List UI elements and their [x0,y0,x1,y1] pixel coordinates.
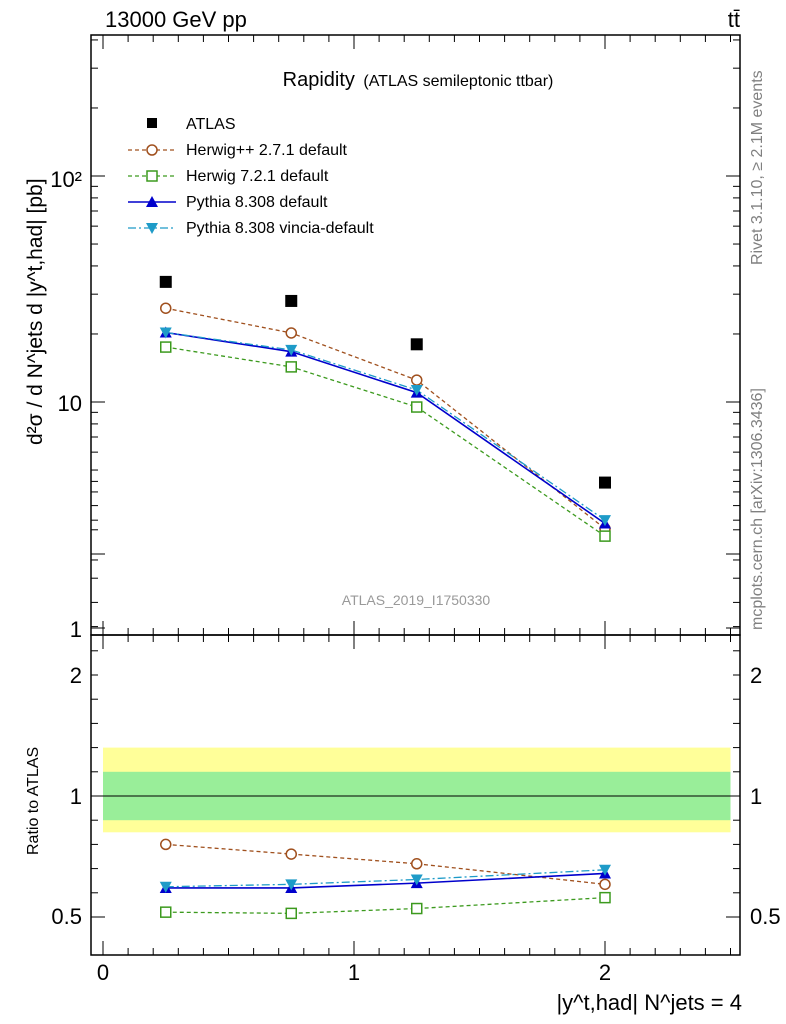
ratio-y-tick-label-1-right: 1 [750,784,762,809]
x-tick-label-0: 0 [97,960,109,985]
ratio-y-tick-label-0-5: 0.5 [51,904,82,929]
legend-marker-herwig7 [146,170,158,182]
chart-subtitle: (ATLAS semileptonic ttbar) [363,73,553,90]
main-y-axis-label: d²σ / d N^jets d |y^t,had| [pb] [24,178,47,445]
main-point-pythia-8-308-vincia-default-3 [599,515,611,527]
legend-marker-pythia [146,196,158,207]
main-point-atlas-3 [599,476,611,489]
x-tick-label-2: 2 [599,960,611,985]
main-point-pythia-8-308-vincia-default-1 [285,344,298,356]
ratio-y-tick-label-2: 2 [70,663,82,688]
energy-label: 13000 GeV pp [105,7,247,32]
ratio-point-pythia-8-308-vincia-default-0 [159,881,172,893]
ratio-y-tick-label-0-5-right: 0.5 [750,904,781,929]
legend-label-herwigpp: Herwig++ 2.7.1 default [186,142,348,159]
ratio-panel: 2 1 0.5 2 1 0.5 Ratio to ATLAS 0 1 2 |y^… [25,480,781,1015]
main-line-pythia-8-308-default [165,331,606,525]
ratio-point-herwig-2-7-1-default-2 [411,858,423,870]
main-point-pythia-8-308-vincia-default-2 [410,385,423,397]
main-point-herwig-2-7-1-default-1 [285,327,297,339]
ratio-point-herwig-2-7-1-default-0 [160,838,172,851]
ratio-point-herwig-7-2-1-default-2 [411,902,423,915]
ratio-panel-frame [90,634,741,956]
main-point-herwig-7-2-1-default-2 [411,401,423,413]
ratio-bands [103,747,731,833]
x-axis-label: |y^t,had| N^jets = 4 [556,990,742,1015]
ratio-y-axis-label: Ratio to ATLAS [25,747,42,855]
rivet-version-label: Rivet 3.1.10, ≥ 2.1M events [749,70,766,265]
ratio-line-herwig-2-7-1-default [165,843,606,885]
ratio-point-herwig-2-7-1-default-1 [285,848,297,860]
process-label: tt̄ [728,7,740,32]
main-point-herwig-7-2-1-default-1 [285,361,297,373]
main-point-atlas-0 [159,275,172,288]
main-point-atlas-2 [410,338,423,351]
main-point-herwig-7-2-1-default-3 [599,530,611,542]
chart-title: Rapidity [283,69,355,91]
main-y-tick-label-1: 1 [70,617,82,642]
main-y-ticks [91,35,740,635]
ratio-plot-marks [159,838,611,920]
main-point-herwig-2-7-1-default-2 [411,374,423,386]
legend-marker-vincia [146,223,158,234]
main-point-pythia-8-308-vincia-default-0 [159,327,172,339]
ratio-line-herwig-7-2-1-default [165,896,606,915]
ratio-point-pythia-8-308-vincia-default-3 [599,864,611,876]
main-point-herwig-7-2-1-default-0 [160,341,172,353]
ratio-point-herwig-7-2-1-default-3 [599,891,611,904]
main-y-tick-label-100: 10² [50,167,82,192]
legend-label-atlas: ATLAS [186,116,236,133]
main-line-herwig-7-2-1-default [165,346,606,537]
ratio-point-pythia-8-308-vincia-default-1 [285,879,298,891]
ratio-point-herwig-2-7-1-default-3 [599,878,611,891]
ratio-y-tick-label-2-right: 2 [750,663,762,688]
legend-label-pythia: Pythia 8.308 default [186,194,328,211]
ratio-point-herwig-7-2-1-default-1 [285,907,297,920]
legend-marker-herwigpp [146,144,158,156]
main-line-pythia-8-308-vincia-default [165,331,606,521]
ratio-line-pythia-8-308-vincia-default [165,869,606,888]
main-point-herwig-2-7-1-default-0 [160,302,172,314]
ratio-y-tick-label-1: 1 [70,784,82,809]
ratio-ticks [91,480,740,955]
main-plot-marks [159,275,611,542]
main-point-atlas-1 [285,294,298,307]
ratio-point-pythia-8-308-vincia-default-2 [410,874,423,886]
legend-label-herwig7: Herwig 7.2.1 default [186,168,329,185]
main-panel: 1 10 10² d²σ / d N^jets d |y^t,had| [pb]… [24,34,741,642]
main-y-tick-label-10: 10 [58,391,82,416]
legend: ATLAS Herwig++ 2.7.1 default Herwig 7.2.… [128,116,374,237]
ratio-point-herwig-7-2-1-default-0 [160,906,172,918]
analysis-label: ATLAS_2019_I1750330 [342,592,491,608]
chart-title-line: Rapidity (ATLAS semileptonic ttbar) [283,69,554,91]
legend-label-vincia: Pythia 8.308 vincia-default [186,220,374,237]
x-tick-label-1: 1 [348,960,360,985]
mcplots-label: mcplots.cern.ch [arXiv:1306.3436] [749,388,766,630]
ratio-line-pythia-8-308-default [165,872,606,889]
legend-marker-atlas [147,118,157,128]
